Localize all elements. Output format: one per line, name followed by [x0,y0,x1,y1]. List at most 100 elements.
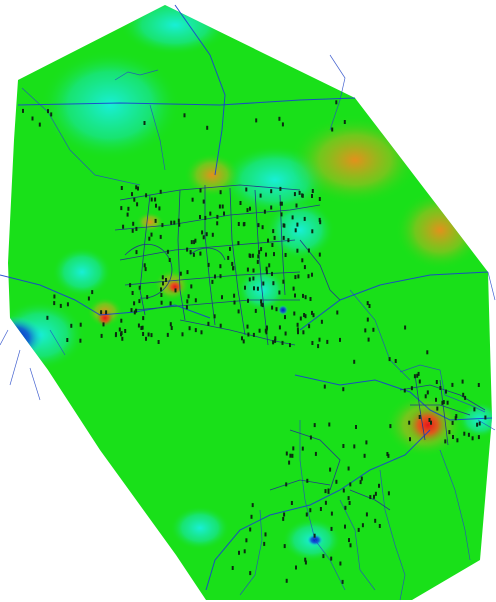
sample-node [267,238,269,243]
sample-node [388,357,391,362]
sample-node [133,310,136,315]
sample-node [194,328,197,333]
sample-node [292,446,295,451]
sample-node [264,532,267,537]
road-north-east-spur [329,54,346,131]
sample-node [324,489,327,494]
sample-node [343,120,346,124]
sample-node [147,332,150,337]
sample-node [246,324,249,329]
sample-node [66,302,69,307]
sample-node [272,281,275,286]
road-south-branch-c [439,449,471,561]
road-south-branch-d [239,509,263,596]
sample-node [418,379,421,384]
red-hotspot-west [96,309,114,327]
sample-node [366,317,369,322]
road-east-branch [349,289,411,381]
sample-node [418,415,421,419]
orange-zone-east-edge [395,190,485,270]
sample-node [284,315,286,320]
sample-node [122,224,125,229]
sample-node [158,206,161,211]
sample-node [318,252,321,257]
sample-node [327,488,330,493]
sample-node [439,386,442,390]
sample-node [246,208,249,213]
sample-node [287,238,290,243]
sample-node [278,290,281,295]
sample-node [324,500,327,505]
sample-node [304,557,307,562]
sample-node [426,390,429,395]
road-southeast-loop [399,364,486,413]
sample-node [241,336,243,341]
sample-node [162,281,164,286]
sample-node [190,240,193,245]
sample-node [218,204,221,209]
blue-zone-center [278,305,288,315]
sample-node [348,538,350,543]
sample-node [283,512,286,517]
sample-node [252,332,255,337]
sample-node [288,460,291,465]
sample-node [330,511,333,516]
sample-node [454,416,457,421]
sample-node [298,190,301,195]
cyan-zone-southwest [170,506,230,550]
sample-node [290,501,293,505]
sample-node [307,248,310,253]
sample-node [410,386,413,391]
sample-node [476,422,479,427]
sample-node [255,118,258,123]
sample-node [165,278,167,282]
sample-node [248,253,251,258]
sample-node [274,336,277,341]
sample-node [278,116,281,121]
sample-node [304,295,307,300]
sample-node [294,275,297,280]
sample-node [336,310,339,315]
sample-node [129,283,132,288]
sample-node [272,229,275,234]
sample-node [309,508,312,513]
sample-node [312,313,315,318]
sample-node [246,267,249,272]
sample-node [242,339,245,344]
sample-node [265,270,268,275]
sample-node [477,435,480,440]
sample-node [146,295,149,300]
sample-node [189,250,192,255]
sample-node [299,316,302,321]
sample-node [102,322,105,327]
sample-node [273,235,276,240]
sample-node [207,262,210,267]
sample-node [435,380,438,384]
sample-node [271,243,274,247]
sample-node [100,310,103,315]
sample-node [105,310,108,315]
sample-node [243,222,246,226]
road-network [0,4,496,601]
sample-node [330,556,333,561]
orange-zone-small [136,212,164,232]
sample-node [137,323,140,328]
sample-node [359,480,362,485]
road-north-spur [174,4,226,176]
sample-node [181,332,184,337]
sample-node [378,483,380,488]
sample-node [238,550,240,555]
sample-node [378,524,381,528]
sample-node [70,323,73,328]
sample-node [319,220,322,225]
sample-node [301,193,304,198]
sample-node [258,328,261,333]
sample-node [477,383,480,387]
sample-node [304,314,307,319]
sample-node [124,329,127,333]
sample-node [318,337,321,342]
sample-node [424,394,427,399]
sample-node [295,565,297,570]
sample-node [339,561,342,566]
sample-node [135,226,138,231]
